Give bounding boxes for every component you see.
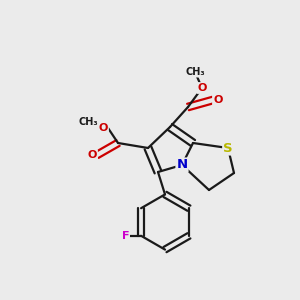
- Text: F: F: [122, 231, 129, 241]
- Text: O: O: [99, 123, 108, 133]
- Text: CH₃: CH₃: [185, 67, 205, 77]
- Text: S: S: [223, 142, 233, 154]
- Text: O: O: [197, 83, 207, 93]
- Text: CH₃: CH₃: [78, 117, 98, 127]
- Text: O: O: [213, 95, 222, 105]
- Text: N: N: [176, 158, 188, 172]
- Text: O: O: [88, 150, 97, 160]
